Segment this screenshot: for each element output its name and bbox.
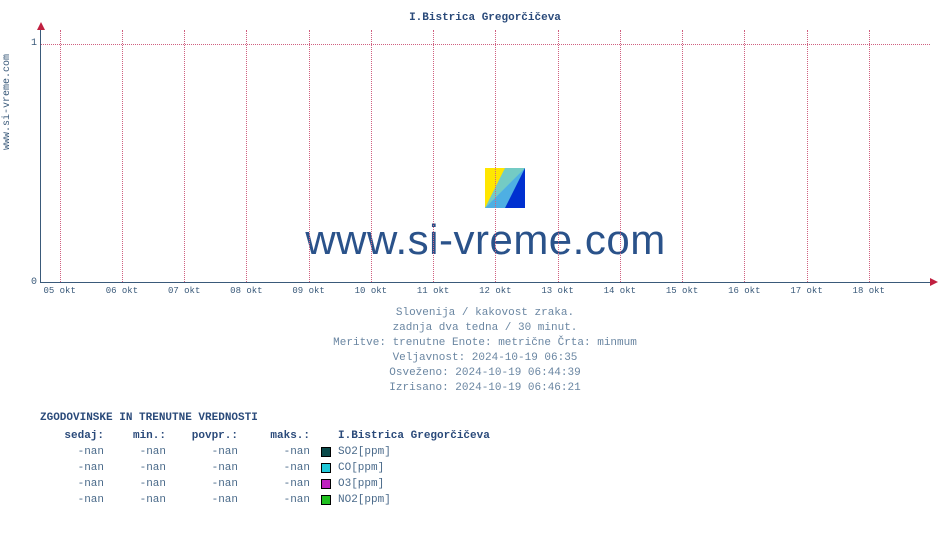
cell-sedaj: -nan [40, 444, 110, 460]
chart-meta: Slovenija / kakovost zraka. zadnja dva t… [40, 306, 930, 396]
watermark-logo [485, 168, 525, 208]
chart: I.Bistrica Gregorčičeva www.si-vreme.com… [40, 24, 930, 295]
gridline-v [558, 30, 559, 282]
cell-maks: -nan [244, 476, 316, 492]
xtick-label: 10 okt [355, 286, 387, 296]
gridline-v [309, 30, 310, 282]
gridline-v [495, 30, 496, 282]
xtick-label: 15 okt [666, 286, 698, 296]
meta-line: Slovenija / kakovost zraka. [40, 306, 930, 321]
xtick-label: 11 okt [417, 286, 449, 296]
cell-min: -nan [110, 476, 172, 492]
col-header-min: min.: [110, 428, 172, 444]
plot-area: www.si-vreme.com 0105 okt06 okt07 okt08 … [40, 30, 930, 283]
table-row: -nan-nan-nan-nanCO[ppm] [40, 460, 930, 476]
ytick-label: 1 [27, 38, 37, 49]
gridline-v [682, 30, 683, 282]
cell-povpr: -nan [172, 460, 244, 476]
xtick-label: 18 okt [853, 286, 885, 296]
series-param: NO2[ppm] [336, 492, 391, 508]
gridline-v [184, 30, 185, 282]
cell-maks: -nan [244, 444, 316, 460]
cell-maks: -nan [244, 492, 316, 508]
xtick-label: 06 okt [106, 286, 138, 296]
gridline-v [433, 30, 434, 282]
gridline-v [620, 30, 621, 282]
series-param: SO2[ppm] [336, 444, 391, 460]
ytick-label: 0 [27, 277, 37, 288]
xtick-label: 12 okt [479, 286, 511, 296]
xtick-label: 09 okt [292, 286, 324, 296]
data-table: ZGODOVINSKE IN TRENUTNE VREDNOSTI sedaj:… [40, 410, 930, 508]
series-swatch [321, 447, 331, 457]
cell-sedaj: -nan [40, 476, 110, 492]
cell-min: -nan [110, 492, 172, 508]
cell-min: -nan [110, 460, 172, 476]
gridline-v [807, 30, 808, 282]
gridline-v [869, 30, 870, 282]
col-header-maks: maks.: [244, 428, 316, 444]
table-row: -nan-nan-nan-nanNO2[ppm] [40, 492, 930, 508]
xtick-label: 16 okt [728, 286, 760, 296]
series-param: CO[ppm] [336, 460, 384, 476]
series-swatch [321, 495, 331, 505]
table-row: -nan-nan-nan-nanSO2[ppm] [40, 444, 930, 460]
series-param: O3[ppm] [336, 476, 384, 492]
x-axis-arrow [930, 278, 938, 286]
xtick-label: 14 okt [604, 286, 636, 296]
meta-line: Veljavnost: 2024-10-19 06:35 [40, 351, 930, 366]
series-swatch [321, 463, 331, 473]
table-title: ZGODOVINSKE IN TRENUTNE VREDNOSTI [40, 410, 930, 426]
y-axis-arrow [37, 22, 45, 30]
meta-line: Osveženo: 2024-10-19 06:44:39 [40, 366, 930, 381]
xtick-label: 07 okt [168, 286, 200, 296]
chart-title: I.Bistrica Gregorčičeva [40, 12, 930, 24]
xtick-label: 08 okt [230, 286, 262, 296]
table-header-row: sedaj: min.: povpr.: maks.: I.Bistrica G… [40, 428, 930, 444]
xtick-label: 17 okt [790, 286, 822, 296]
table-row: -nan-nan-nan-nanO3[ppm] [40, 476, 930, 492]
site-label-vertical: www.si-vreme.com [2, 54, 13, 150]
gridline-h [41, 44, 930, 45]
meta-line: Meritve: trenutne Enote: metrične Črta: … [40, 336, 930, 351]
cell-min: -nan [110, 444, 172, 460]
cell-povpr: -nan [172, 492, 244, 508]
station-name: I.Bistrica Gregorčičeva [336, 428, 490, 444]
meta-line: zadnja dva tedna / 30 minut. [40, 321, 930, 336]
gridline-v [744, 30, 745, 282]
cell-povpr: -nan [172, 476, 244, 492]
meta-line: Izrisano: 2024-10-19 06:46:21 [40, 381, 930, 396]
cell-sedaj: -nan [40, 492, 110, 508]
gridline-v [60, 30, 61, 282]
gridline-v [246, 30, 247, 282]
col-header-povpr: povpr.: [172, 428, 244, 444]
gridline-v [371, 30, 372, 282]
watermark-text: www.si-vreme.com [41, 216, 930, 264]
cell-povpr: -nan [172, 444, 244, 460]
xtick-label: 13 okt [541, 286, 573, 296]
gridline-v [122, 30, 123, 282]
col-header-sedaj: sedaj: [40, 428, 110, 444]
cell-maks: -nan [244, 460, 316, 476]
series-swatch [321, 479, 331, 489]
cell-sedaj: -nan [40, 460, 110, 476]
xtick-label: 05 okt [43, 286, 75, 296]
